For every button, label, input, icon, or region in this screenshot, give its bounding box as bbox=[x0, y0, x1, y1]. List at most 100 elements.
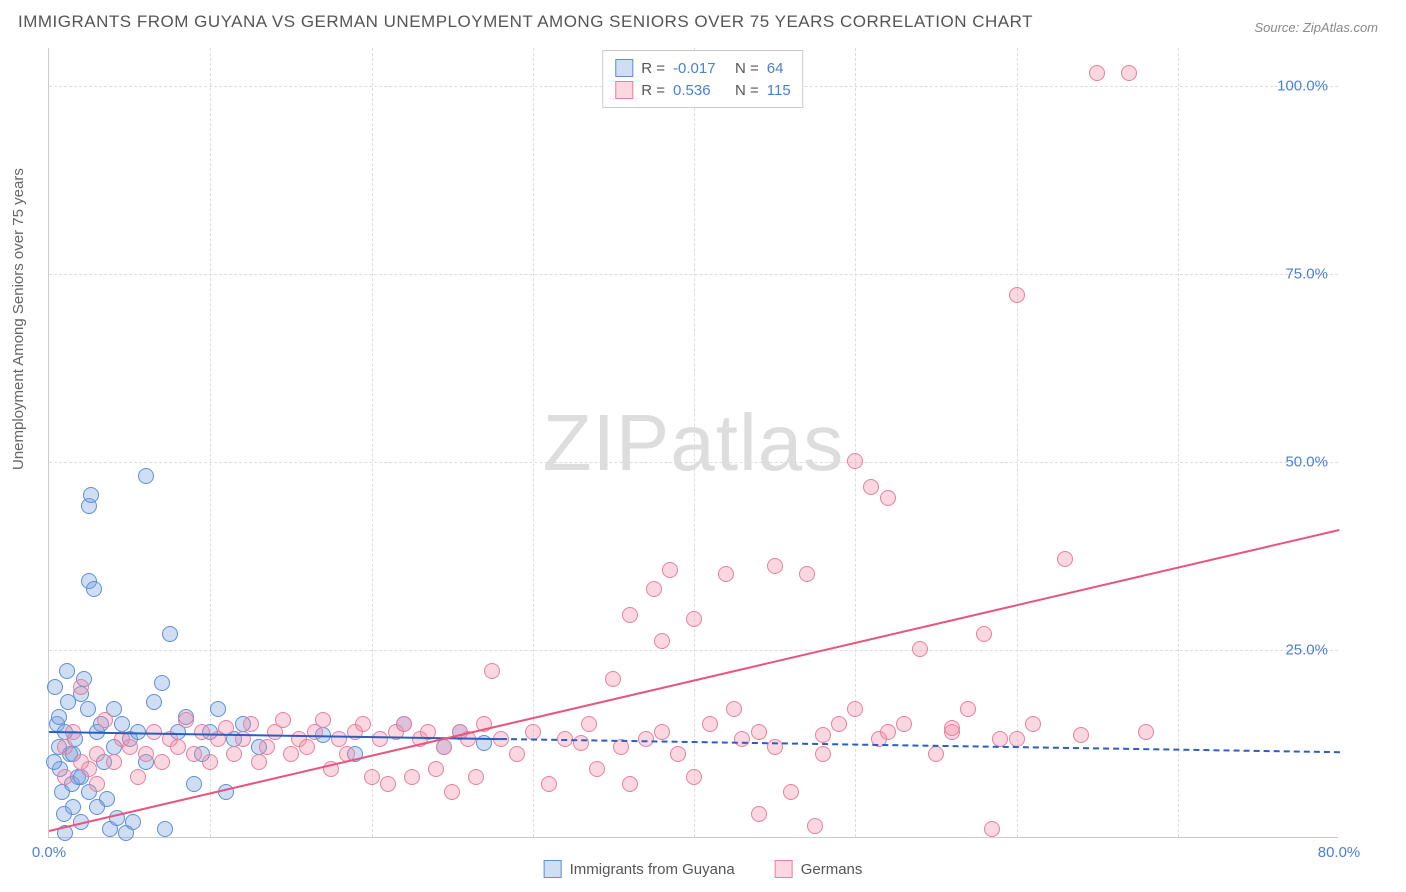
data-point bbox=[767, 739, 783, 755]
data-point bbox=[880, 724, 896, 740]
x-tick-label: 0.0% bbox=[32, 844, 66, 861]
data-point bbox=[251, 754, 267, 770]
data-point bbox=[509, 746, 525, 762]
stat-n-value: 115 bbox=[767, 82, 791, 99]
legend-series-label: Germans bbox=[801, 861, 863, 878]
data-point bbox=[702, 716, 718, 732]
data-point bbox=[154, 754, 170, 770]
data-point bbox=[928, 746, 944, 762]
data-point bbox=[380, 776, 396, 792]
data-point bbox=[767, 558, 783, 574]
data-point bbox=[541, 776, 557, 792]
data-point bbox=[847, 701, 863, 717]
legend-series-item: Immigrants from Guyana bbox=[544, 860, 735, 878]
data-point bbox=[57, 739, 73, 755]
legend-swatch bbox=[615, 59, 633, 77]
stat-n-value: 64 bbox=[767, 60, 784, 77]
data-point bbox=[186, 746, 202, 762]
stat-r-value: 0.536 bbox=[673, 82, 727, 99]
data-point bbox=[396, 716, 412, 732]
data-point bbox=[815, 746, 831, 762]
legend-series-item: Germans bbox=[775, 860, 863, 878]
data-point bbox=[364, 769, 380, 785]
data-point bbox=[581, 716, 597, 732]
gridline-v bbox=[372, 48, 373, 837]
data-point bbox=[178, 712, 194, 728]
data-point bbox=[622, 776, 638, 792]
data-point bbox=[622, 607, 638, 623]
data-point bbox=[662, 562, 678, 578]
data-point bbox=[46, 754, 62, 770]
data-point bbox=[125, 814, 141, 830]
data-point bbox=[114, 716, 130, 732]
data-point bbox=[154, 675, 170, 691]
data-point bbox=[146, 694, 162, 710]
data-point bbox=[106, 754, 122, 770]
y-tick-label: 25.0% bbox=[1285, 641, 1328, 658]
data-point bbox=[783, 784, 799, 800]
data-point bbox=[1089, 65, 1105, 81]
data-point bbox=[47, 679, 63, 695]
data-point bbox=[59, 663, 75, 679]
data-point bbox=[468, 769, 484, 785]
data-point bbox=[83, 487, 99, 503]
source-label: Source: ZipAtlas.com bbox=[1254, 20, 1378, 35]
legend-stat-row: R =0.536N =115 bbox=[615, 79, 790, 101]
data-point bbox=[863, 479, 879, 495]
data-point bbox=[283, 746, 299, 762]
data-point bbox=[89, 776, 105, 792]
data-point bbox=[444, 784, 460, 800]
stat-r-value: -0.017 bbox=[673, 60, 727, 77]
gridline-v bbox=[855, 48, 856, 837]
data-point bbox=[589, 761, 605, 777]
data-point bbox=[210, 701, 226, 717]
data-point bbox=[355, 716, 371, 732]
data-point bbox=[275, 712, 291, 728]
data-point bbox=[799, 566, 815, 582]
y-tick-label: 75.0% bbox=[1285, 265, 1328, 282]
data-point bbox=[1025, 716, 1041, 732]
data-point bbox=[831, 716, 847, 732]
data-point bbox=[1138, 724, 1154, 740]
data-point bbox=[299, 739, 315, 755]
data-point bbox=[960, 701, 976, 717]
data-point bbox=[1121, 65, 1137, 81]
data-point bbox=[1073, 727, 1089, 743]
stat-n-label: N = bbox=[735, 60, 759, 77]
data-point bbox=[259, 739, 275, 755]
data-point bbox=[194, 724, 210, 740]
data-point bbox=[97, 712, 113, 728]
x-tick-label: 80.0% bbox=[1318, 844, 1361, 861]
legend-swatch bbox=[615, 81, 633, 99]
data-point bbox=[89, 746, 105, 762]
data-point bbox=[138, 746, 154, 762]
data-point bbox=[605, 671, 621, 687]
data-point bbox=[896, 716, 912, 732]
data-point bbox=[984, 821, 1000, 837]
data-point bbox=[315, 712, 331, 728]
y-tick-label: 50.0% bbox=[1285, 453, 1328, 470]
legend-swatch bbox=[544, 860, 562, 878]
data-point bbox=[646, 581, 662, 597]
data-point bbox=[976, 626, 992, 642]
y-axis-label: Unemployment Among Seniors over 75 years bbox=[10, 168, 27, 470]
data-point bbox=[202, 754, 218, 770]
data-point bbox=[57, 769, 73, 785]
data-point bbox=[734, 731, 750, 747]
data-point bbox=[944, 720, 960, 736]
data-point bbox=[525, 724, 541, 740]
gridline-v bbox=[1017, 48, 1018, 837]
data-point bbox=[170, 739, 186, 755]
data-point bbox=[226, 746, 242, 762]
data-point bbox=[331, 731, 347, 747]
legend-series-label: Immigrants from Guyana bbox=[570, 861, 735, 878]
legend-stats: R =-0.017N =64R =0.536N =115 bbox=[602, 50, 803, 108]
data-point bbox=[654, 633, 670, 649]
data-point bbox=[122, 739, 138, 755]
data-point bbox=[815, 727, 831, 743]
data-point bbox=[428, 761, 444, 777]
stat-r-label: R = bbox=[641, 82, 665, 99]
stat-r-label: R = bbox=[641, 60, 665, 77]
data-point bbox=[157, 821, 173, 837]
data-point bbox=[847, 453, 863, 469]
